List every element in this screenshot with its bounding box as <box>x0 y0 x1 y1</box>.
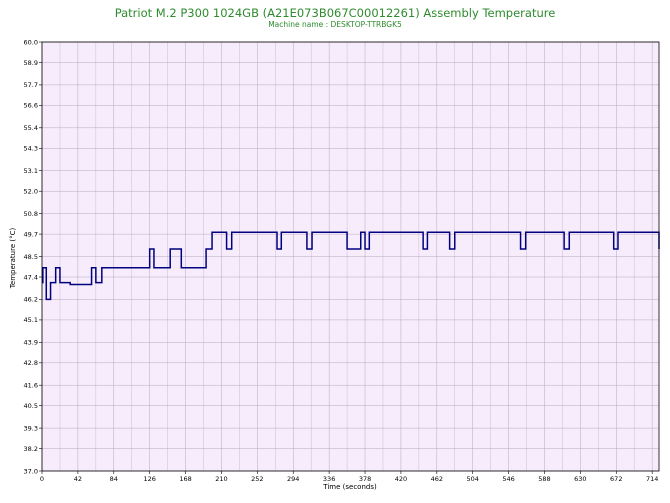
y-tick-label: 56.6 <box>24 102 38 110</box>
x-tick-label: 504 <box>466 475 478 483</box>
y-tick-label: 53.1 <box>24 167 38 175</box>
x-tick-label: 714 <box>646 475 658 483</box>
y-tick-label: 45.1 <box>24 316 38 324</box>
y-tick-label: 42.8 <box>24 359 38 367</box>
y-tick-label: 57.7 <box>24 81 38 89</box>
chart-title: Patriot M.2 P300 1024GB (A21E073B067C000… <box>115 6 556 20</box>
x-tick-label: 84 <box>110 475 118 483</box>
x-tick-label: 0 <box>40 475 44 483</box>
y-tick-label: 43.9 <box>24 339 38 347</box>
temperature-series-line <box>42 231 660 301</box>
y-tick-label: 54.3 <box>24 145 38 153</box>
y-tick-label: 39.3 <box>24 424 38 432</box>
x-tick-label: 42 <box>74 475 82 483</box>
x-axis-label: Time (seconds) <box>322 483 377 491</box>
x-tick-label: 420 <box>395 475 407 483</box>
x-tick-label: 630 <box>574 475 586 483</box>
x-tick-label: 168 <box>179 475 191 483</box>
x-tick-label: 336 <box>323 475 335 483</box>
x-tick-label: 126 <box>143 475 155 483</box>
y-tick-label: 50.8 <box>24 210 38 218</box>
y-tick-label: 60.0 <box>24 38 38 46</box>
x-tick-label: 252 <box>251 475 263 483</box>
x-tick-label: 210 <box>215 475 227 483</box>
y-axis-label: Temperature (°C) <box>9 228 17 290</box>
y-tick-label: 40.5 <box>24 402 38 410</box>
y-tick-label: 37.0 <box>24 467 38 475</box>
x-tick-label: 546 <box>502 475 514 483</box>
x-axis-ticks: 0 42 84 126 168 210 252 294 336 378 420 462 504 546 58… <box>40 471 658 483</box>
y-axis-ticks: 37.0 38.2 39.3 40.5 41.6 42.8 43.9 45.1 46.2 47.4… <box>24 38 42 475</box>
x-tick-label: 378 <box>359 475 371 483</box>
x-tick-label: 588 <box>538 475 550 483</box>
y-tick-label: 38.2 <box>24 445 38 453</box>
plot-border <box>41 41 660 472</box>
x-tick-label: 462 <box>431 475 443 483</box>
chart-subtitle: Machine name : DESKTOP-TTRBGK5 <box>268 20 402 29</box>
y-tick-label: 58.9 <box>24 59 38 67</box>
y-tick-label: 47.4 <box>24 273 38 281</box>
y-tick-label: 48.5 <box>24 253 38 261</box>
y-tick-label: 49.7 <box>24 230 38 238</box>
x-tick-label: 294 <box>287 475 299 483</box>
y-tick-label: 52.0 <box>24 188 38 196</box>
x-tick-label: 672 <box>610 475 622 483</box>
y-tick-label: 46.2 <box>24 296 38 304</box>
y-tick-label: 41.6 <box>24 382 38 390</box>
y-tick-label: 55.4 <box>24 124 38 132</box>
grid-lines <box>41 41 659 472</box>
